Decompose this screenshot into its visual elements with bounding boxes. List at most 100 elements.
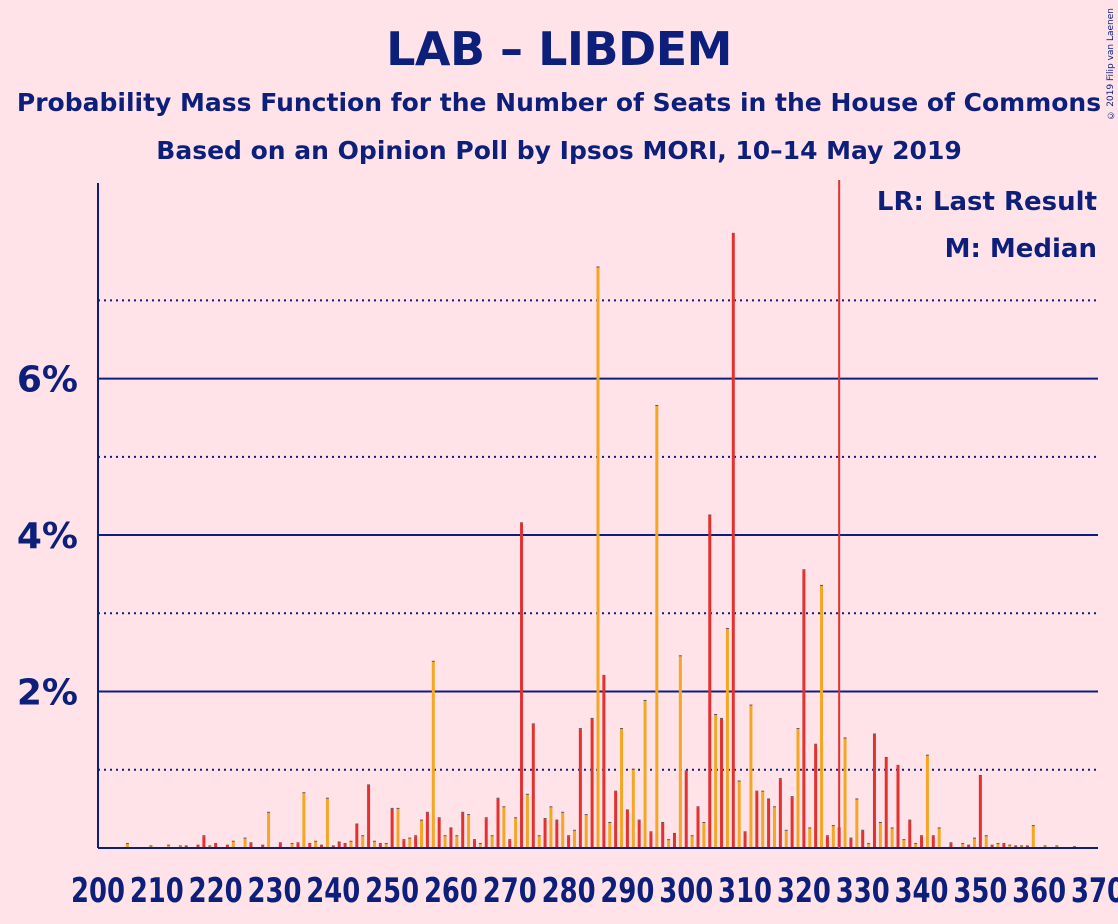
bar-lab xyxy=(567,836,571,848)
bar-cap xyxy=(978,775,982,777)
bar-libdem xyxy=(314,841,318,848)
bar-libdem xyxy=(514,818,518,848)
bar-cap xyxy=(890,827,894,829)
bar-libdem xyxy=(467,815,471,848)
bar-cap xyxy=(572,829,576,831)
bar-libdem xyxy=(702,822,706,848)
bar-cap xyxy=(443,835,447,837)
bar-cap xyxy=(649,831,653,833)
x-tick-label: 270 xyxy=(483,871,537,911)
bar-lab xyxy=(625,810,629,848)
bar-cap xyxy=(149,845,153,847)
bar-lab xyxy=(637,820,641,848)
x-tick-labels: 200 210 220 230 240 250 260 270 280 290 300 310 320 3… xyxy=(71,871,1118,911)
bar-libdem xyxy=(972,838,976,848)
bar-lab xyxy=(196,845,200,848)
y-tick-labels: 2% 4% 6% xyxy=(17,360,78,714)
bar-libdem xyxy=(525,794,529,848)
bar-cap xyxy=(437,817,441,819)
bar-libdem xyxy=(396,808,400,848)
bar-cap xyxy=(467,814,471,816)
y-tick-label: 2% xyxy=(17,673,78,714)
bar-libdem xyxy=(867,844,871,848)
bar-cap xyxy=(972,837,976,839)
y-tick-label: 4% xyxy=(17,516,78,557)
bar-libdem xyxy=(808,828,812,848)
bar-cap xyxy=(184,845,188,847)
bar-lab xyxy=(590,718,594,848)
bar-cap xyxy=(590,717,594,719)
bar-lab xyxy=(308,844,312,848)
bar-cap xyxy=(708,514,712,516)
bar-libdem xyxy=(784,830,788,848)
bar-libdem xyxy=(984,836,988,848)
bar-cap xyxy=(1031,825,1035,827)
bar-cap xyxy=(167,844,171,846)
bar-cap xyxy=(243,837,247,839)
bar-cap xyxy=(461,811,465,813)
bar-libdem xyxy=(772,807,776,848)
bar-cap xyxy=(125,843,129,845)
bar-cap xyxy=(296,842,300,844)
bar-lab xyxy=(825,836,829,848)
bar-libdem xyxy=(855,799,859,848)
bar-cap xyxy=(331,845,335,847)
bar-libdem xyxy=(608,822,612,848)
bar-cap xyxy=(637,819,641,821)
bar-libdem xyxy=(243,838,247,848)
bar-cap xyxy=(1072,846,1076,848)
bar-cap xyxy=(202,835,206,837)
bar-cap xyxy=(667,839,671,841)
bar-libdem xyxy=(596,267,600,848)
bar-cap xyxy=(249,842,253,844)
bar-cap xyxy=(402,839,406,841)
bar-cap xyxy=(620,728,624,730)
bar-libdem xyxy=(167,845,171,848)
bar-cap xyxy=(884,757,888,759)
bar-libdem xyxy=(843,738,847,848)
bar-cap xyxy=(178,845,182,847)
bar-cap xyxy=(343,843,347,845)
bar-lab xyxy=(437,818,441,848)
bar-cap xyxy=(625,809,629,811)
bar-cap xyxy=(290,843,294,845)
x-tick-label: 230 xyxy=(247,871,301,911)
bar-cap xyxy=(484,817,488,819)
bar-lab xyxy=(872,734,876,848)
bar-cap xyxy=(961,843,965,845)
bar-libdem xyxy=(831,826,835,848)
x-tick-label: 350 xyxy=(953,871,1007,911)
x-tick-label: 240 xyxy=(306,871,360,911)
bar-cap xyxy=(767,798,771,800)
bar-lab xyxy=(320,845,324,848)
bar-cap xyxy=(1043,845,1047,847)
bar-libdem xyxy=(290,844,294,848)
bar-cap xyxy=(531,723,535,725)
bar-libdem xyxy=(443,836,447,848)
bar-cap xyxy=(778,778,782,780)
bar-cap xyxy=(820,584,824,586)
bar-cap xyxy=(267,811,271,813)
bar-cap xyxy=(825,835,829,837)
bar-cap xyxy=(867,843,871,845)
x-tick-label: 340 xyxy=(895,871,949,911)
bar-lab xyxy=(484,818,488,848)
bar-lab xyxy=(202,836,206,848)
bar-cap xyxy=(602,674,606,676)
bar-libdem xyxy=(478,844,482,848)
bar-lab xyxy=(367,785,371,848)
bar-lab xyxy=(378,844,382,848)
x-tick-label: 210 xyxy=(130,871,184,911)
bar-libdem xyxy=(572,830,576,848)
bar-libdem xyxy=(678,656,682,848)
bar-lab xyxy=(296,843,300,848)
bar-cap xyxy=(802,569,806,571)
bar-cap xyxy=(761,790,765,792)
bar-lab xyxy=(461,812,465,848)
bar-cap xyxy=(520,522,524,524)
bar-cap xyxy=(596,266,600,268)
bar-cap xyxy=(743,831,747,833)
bar-cap xyxy=(261,844,265,846)
bar-cap xyxy=(502,806,506,808)
